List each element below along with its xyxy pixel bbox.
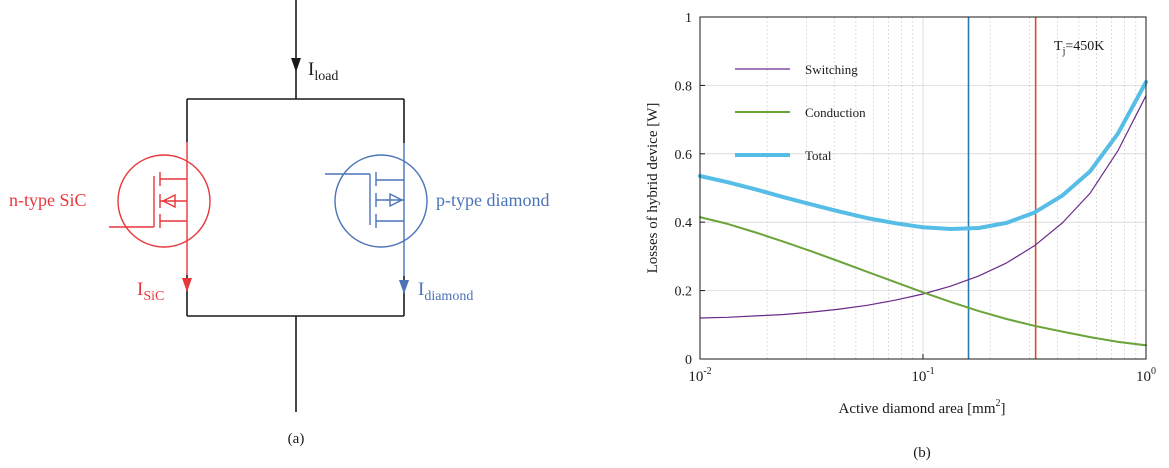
optimum-markers: [967, 17, 1037, 359]
legend-label-conduction: Conduction: [805, 105, 866, 120]
y-tick-label: 1: [685, 11, 692, 26]
temperature-annotation: Tj=450K: [1054, 39, 1104, 57]
diamond-mosfet-symbol: [325, 143, 428, 276]
circuit-diagram: Iload n-type SiC p-type diamond ISiC Idi…: [9, 0, 549, 447]
tick-labels: 10-2 10-1 100 0 0.2 0.4 0.6 0.8 1: [675, 11, 1157, 385]
load-current-arrow: [291, 58, 301, 72]
sic-current-arrow: [182, 278, 192, 292]
y-tick-label: 0.8: [675, 79, 693, 94]
sic-device-label: n-type SiC: [9, 190, 87, 210]
series-line-conduction: [699, 216, 1147, 347]
x-tick-label: 10-2: [688, 366, 711, 385]
y-tick-label: 0: [685, 353, 692, 368]
load-current-label: Iload: [308, 59, 338, 84]
y-tick-label: 0.6: [675, 148, 693, 163]
circuit-caption: (a): [288, 431, 305, 447]
y-tick-label: 0.2: [675, 285, 693, 300]
diamond-device-label: p-type diamond: [436, 190, 549, 210]
x-tick-label: 100: [1136, 366, 1156, 385]
x-axis-label: Active diamond area [mm2]: [838, 398, 1005, 417]
series-line-switching: [699, 95, 1147, 319]
series-line-total: [698, 80, 1148, 231]
y-axis-label: Losses of hybrid device [W]: [645, 103, 661, 274]
x-tick-label: 10-1: [911, 366, 934, 385]
chart-caption: (b): [913, 445, 931, 461]
loss-chart: 10-2 10-1 100 0 0.2 0.4 0.6 0.8 1 Switching Condu…: [645, 11, 1156, 461]
diamond-current-label: Idiamond: [418, 279, 473, 304]
series-group: [698, 80, 1148, 347]
sic-mosfet-symbol: [109, 142, 211, 275]
sic-current-label: ISiC: [137, 279, 164, 304]
diamond-current-arrow: [399, 280, 409, 294]
legend-label-total: Total: [805, 148, 832, 163]
y-tick-label: 0.4: [675, 216, 693, 231]
legend-label-switching: Switching: [805, 62, 858, 77]
legend: Switching Conduction Total: [735, 62, 866, 163]
